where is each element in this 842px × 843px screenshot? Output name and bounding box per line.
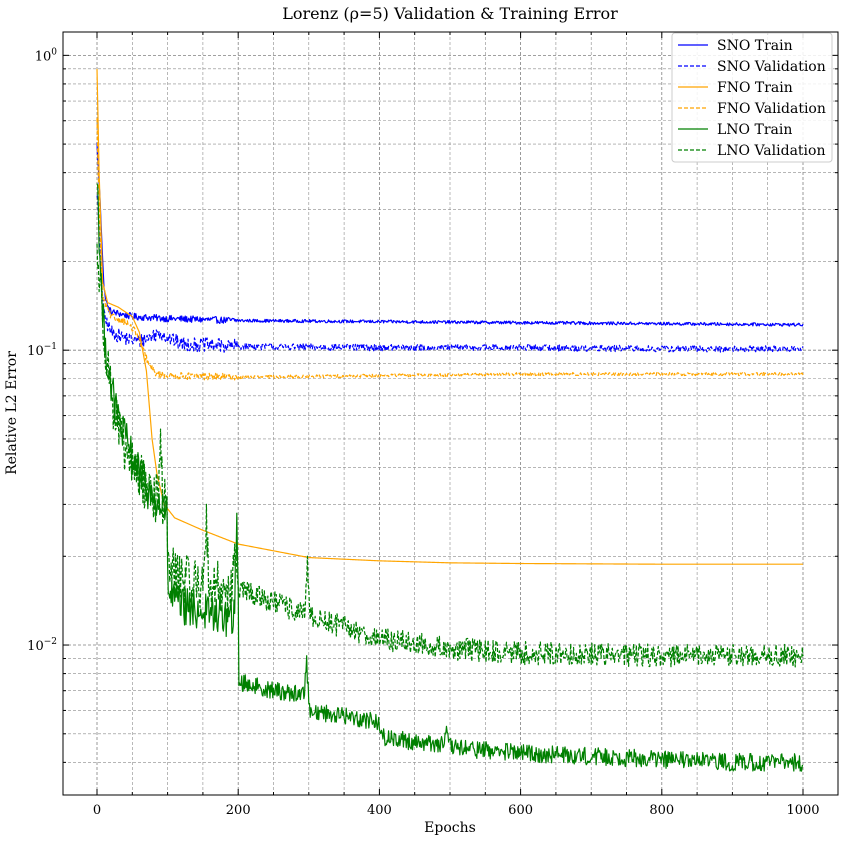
y-axis-label: Relative L2 Error [4, 351, 20, 475]
legend-label: FNO Validation [717, 101, 826, 117]
y-tick-label: 10−2 [27, 637, 57, 654]
plot-frame [62, 31, 839, 796]
legend-label: LNO Train [717, 122, 792, 138]
y-tick-label: 10−1 [27, 342, 57, 359]
legend-box [671, 32, 833, 163]
series-line-fno-validation [96, 118, 804, 381]
x-tick-label: 0 [93, 803, 101, 818]
series-lines [96, 68, 804, 772]
x-tick-label: 200 [226, 803, 251, 818]
series-line-sno-validation [96, 195, 804, 353]
x-tick-label: 400 [367, 803, 392, 818]
legend-label: LNO Validation [717, 143, 825, 159]
legend: SNO Train SNO Validation FNO Train FNO Vali… [671, 32, 833, 163]
chart-title: Lorenz (ρ=5) Validation & Training Error [282, 4, 618, 23]
series-line-sno-train [96, 142, 804, 327]
series-line-fno-train [96, 68, 803, 565]
x-tick-label: 800 [649, 803, 674, 818]
x-tick-label: 600 [508, 803, 533, 818]
x-axis-label: Epochs [424, 820, 476, 836]
y-tick-label: 100 [35, 47, 58, 64]
series-line-lno-validation [96, 243, 804, 668]
legend-label: SNO Train [717, 38, 793, 54]
legend-label: SNO Validation [717, 59, 826, 75]
x-tick-label: 1000 [786, 803, 819, 818]
series-line-lno-train [96, 183, 804, 772]
legend-label: FNO Train [717, 80, 793, 96]
